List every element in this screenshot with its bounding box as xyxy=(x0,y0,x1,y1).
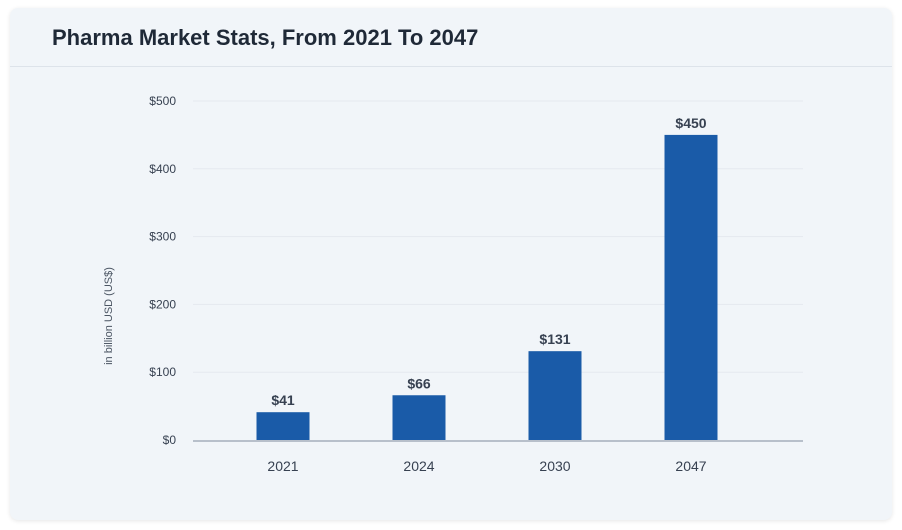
y-tick-label: $200 xyxy=(149,297,176,311)
x-axis-ticks: 2021 2024 2030 2047 xyxy=(267,458,706,474)
bar-2047 xyxy=(664,134,718,440)
bar-2024 xyxy=(392,395,446,440)
bars xyxy=(256,134,718,440)
x-tick-label-2021: 2021 xyxy=(267,458,298,474)
y-axis-ticks: $0 $100 $200 $300 $400 $500 xyxy=(149,94,176,447)
data-label-2047: $450 xyxy=(675,115,706,131)
y-tick-label: $500 xyxy=(149,94,176,108)
chart-title: Pharma Market Stats, From 2021 To 2047 xyxy=(52,25,479,50)
x-tick-label-2047: 2047 xyxy=(675,458,706,474)
y-axis-title: in billion USD (US$) xyxy=(103,267,115,365)
y-tick-label: $100 xyxy=(149,365,176,379)
data-label-2030: $131 xyxy=(539,331,570,347)
data-label-2021: $41 xyxy=(271,392,295,408)
y-tick-label: $300 xyxy=(149,230,176,244)
data-label-2024: $66 xyxy=(407,375,431,391)
y-tick-label: $0 xyxy=(163,433,177,447)
data-labels: $41 $66 $131 $450 xyxy=(271,115,706,408)
bar-2030 xyxy=(528,351,582,440)
chart-card: Pharma Market Stats, From 2021 To 2047 xyxy=(10,8,892,520)
x-tick-label-2024: 2024 xyxy=(403,458,434,474)
x-tick-label-2030: 2030 xyxy=(539,458,570,474)
card-header: Pharma Market Stats, From 2021 To 2047 xyxy=(10,8,892,67)
y-tick-label: $400 xyxy=(149,162,176,176)
bar-2021 xyxy=(256,412,310,440)
